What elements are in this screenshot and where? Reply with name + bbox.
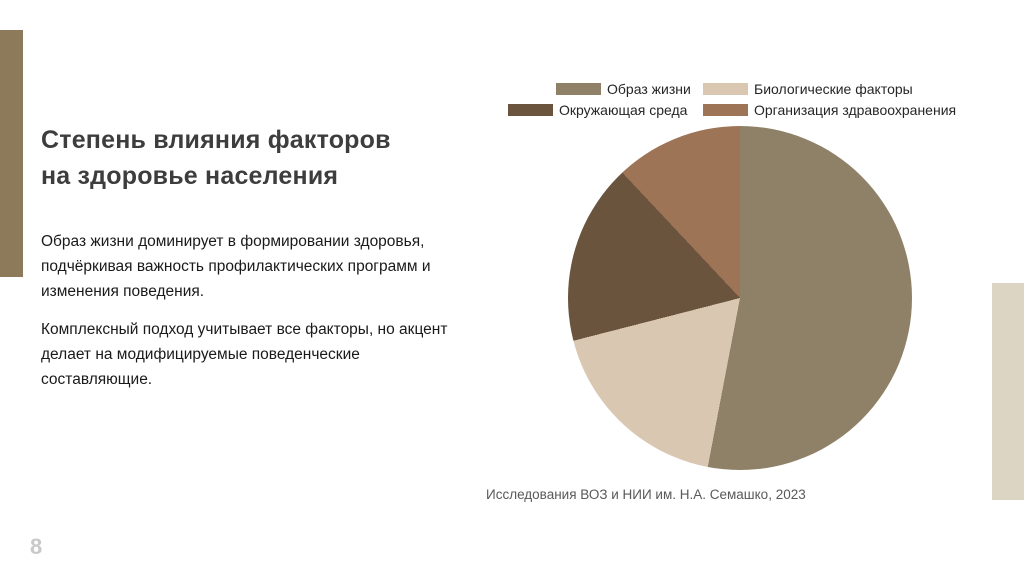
legend-swatch-environment <box>508 104 553 116</box>
legend-item-environment: Окружающая среда <box>508 101 687 119</box>
legend-swatch-biological <box>703 83 748 95</box>
body-text-block: Образ жизни доминирует в формировании зд… <box>41 229 473 392</box>
legend-swatch-healthcare <box>703 104 748 116</box>
legend-item-biological: Биологические факторы <box>703 80 913 98</box>
pie-chart <box>568 126 912 470</box>
legend-label-healthcare: Организация здравоохранения <box>754 102 957 118</box>
legend-swatch-lifestyle <box>556 83 601 95</box>
legend-label-lifestyle: Образ жизни <box>607 81 691 97</box>
body-paragraph-1: Образ жизни доминирует в формировании зд… <box>41 233 431 300</box>
legend-item-healthcare: Организация здравоохранения <box>703 101 956 119</box>
legend-label-environment: Окружающая среда <box>559 102 688 118</box>
chart-source-caption: Исследования ВОЗ и НИИ им. Н.А. Семашко,… <box>486 487 806 502</box>
legend-item-lifestyle: Образ жизни <box>556 80 691 98</box>
right-accent-bar <box>992 283 1024 500</box>
slide-title-line2: на здоровье населения <box>41 162 339 190</box>
page-number: 8 <box>30 534 43 559</box>
slide-title: Степень влияния факторов на здоровье нас… <box>41 122 491 194</box>
left-accent-bar <box>0 30 23 277</box>
body-paragraph-2: Комплексный подход учитывает все факторы… <box>41 321 448 388</box>
legend-label-biological: Биологические факторы <box>754 81 913 97</box>
slide-title-line1: Степень влияния факторов <box>41 126 391 154</box>
